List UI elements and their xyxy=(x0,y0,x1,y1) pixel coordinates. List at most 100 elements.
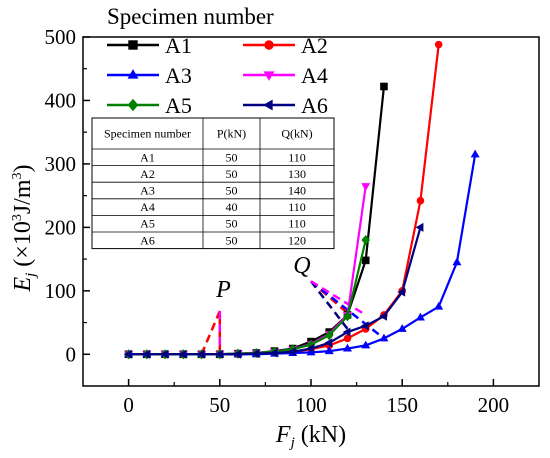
y-tick-label-0: 0 xyxy=(66,342,77,366)
y-tick-label-300: 300 xyxy=(45,152,77,176)
table-cell-5-2: 120 xyxy=(288,233,306,247)
series-a6 xyxy=(123,222,424,359)
point-a6-12 xyxy=(342,327,351,337)
point-a3-13 xyxy=(361,340,371,349)
point-a3-16 xyxy=(415,312,425,321)
annotations: PQ xyxy=(215,253,310,303)
point-a6-16 xyxy=(415,222,424,232)
legend-item-a5: A5 xyxy=(107,93,192,118)
y-axis-title-unit-sup2: 3 xyxy=(10,172,25,179)
point-a5-13 xyxy=(361,234,371,246)
legend-label-a6: A6 xyxy=(301,93,328,118)
point-a3-18 xyxy=(452,257,462,266)
annotation-q: Q xyxy=(293,253,310,279)
point-a3-14 xyxy=(379,333,389,342)
table-cell-0-0: A1 xyxy=(140,150,155,164)
table-cell-3-0: A4 xyxy=(140,200,155,214)
legend-label-a4: A4 xyxy=(301,63,328,88)
series-group xyxy=(123,40,480,360)
legend: A1 A2 A3 A4 A5 A6 xyxy=(107,33,328,118)
legend-item-a3: A3 xyxy=(107,63,192,88)
table-cell-5-0: A6 xyxy=(140,233,155,247)
x-tick-label-200: 200 xyxy=(478,393,510,417)
x-axis-title-unit: (kN) xyxy=(295,422,346,448)
x-axis-title: Fj (kN) xyxy=(275,422,346,451)
table-header-0: Specimen number xyxy=(104,127,191,141)
table-cell-2-1: 50 xyxy=(226,184,238,198)
table-header-1: P(kN) xyxy=(217,127,246,141)
legend-label-a1: A1 xyxy=(165,33,192,58)
table-cell-3-1: 40 xyxy=(226,200,238,214)
point-a1-14 xyxy=(380,82,388,91)
point-a3-17 xyxy=(434,301,444,310)
y-axis-title-unit-c: ) xyxy=(10,164,36,172)
x-tick-label-100: 100 xyxy=(295,393,327,417)
legend-item-a2: A2 xyxy=(243,33,328,58)
point-a3-12 xyxy=(342,343,352,352)
legend-item-a6: A6 xyxy=(243,93,328,118)
point-a2-17 xyxy=(434,40,443,49)
table-cell-1-1: 50 xyxy=(226,167,238,181)
legend-label-a5: A5 xyxy=(165,93,192,118)
y-axis-title-sub: j xyxy=(23,273,39,279)
point-a3-15 xyxy=(397,324,407,332)
y-tick-label-500: 500 xyxy=(45,25,77,49)
table-cell-1-0: A2 xyxy=(140,167,155,181)
point-a6-0 xyxy=(123,349,132,359)
point-a6-3 xyxy=(178,349,187,359)
point-a3-11 xyxy=(324,346,334,355)
y-axis-title-unit-sup: 3 xyxy=(10,214,25,221)
legend-title: Specimen number xyxy=(107,4,274,29)
point-a6-5 xyxy=(215,349,223,359)
table-cell-4-2: 110 xyxy=(288,217,306,231)
table-cell-2-2: 140 xyxy=(288,184,306,198)
point-a6-9 xyxy=(287,347,296,357)
y-axis-title-unit-b: J/m xyxy=(10,179,36,214)
table-cell-4-1: 50 xyxy=(226,217,238,231)
y-tick-label-200: 200 xyxy=(45,215,77,239)
dashed-line-q-4 xyxy=(310,280,349,330)
table-header-2: Q(kN) xyxy=(281,127,312,141)
dashed-line-p-0 xyxy=(200,310,222,355)
point-a5-11 xyxy=(324,330,334,341)
legend-swatch-marker-a5 xyxy=(127,98,139,112)
point-a4-13 xyxy=(361,183,371,191)
x-axis-title-sub: j xyxy=(289,435,295,451)
point-a6-11 xyxy=(324,338,333,348)
legend-swatch-marker-a3 xyxy=(127,69,139,79)
dashed-line-q-2 xyxy=(310,280,349,314)
point-a3-19 xyxy=(470,149,480,158)
x-tick-label-50: 50 xyxy=(209,393,230,417)
legend-item-a1: A1 xyxy=(107,33,192,58)
point-a2-16 xyxy=(416,196,425,205)
point-a6-10 xyxy=(306,344,314,354)
point-a6-1 xyxy=(142,349,150,359)
legend-swatch-marker-a4 xyxy=(263,71,275,81)
table-cell-4-0: A5 xyxy=(140,217,155,231)
legend-item-a4: A4 xyxy=(243,63,328,88)
point-a1-13 xyxy=(361,256,370,265)
table-frame xyxy=(91,117,335,250)
point-a6-13 xyxy=(360,321,369,331)
point-a2-12 xyxy=(343,334,352,343)
point-a6-7 xyxy=(251,349,260,359)
table-cell-0-1: 50 xyxy=(226,150,238,164)
y-axis-title-main: E xyxy=(10,277,36,293)
dashed-line-q-5 xyxy=(310,280,367,316)
legend-swatch-marker-a6 xyxy=(263,99,273,111)
point-a6-6 xyxy=(233,349,242,359)
table-cell-5-1: 50 xyxy=(226,233,238,247)
table-cell-3-2: 110 xyxy=(288,200,306,214)
table-cell-2-0: A3 xyxy=(140,184,155,198)
point-a6-4 xyxy=(196,349,205,359)
point-a5-12 xyxy=(343,311,352,322)
point-a6-8 xyxy=(269,348,278,358)
legend-swatch-marker-a1 xyxy=(128,40,138,50)
x-tick-label-150: 150 xyxy=(386,393,418,417)
y-axis-title-unit-a: (×10 xyxy=(10,221,36,273)
y-tick-label-400: 400 xyxy=(45,88,77,112)
legend-swatch-marker-a2 xyxy=(264,40,274,50)
axis-ticks: 0 50 100 150 200 0 100 200 300 400 500 xyxy=(45,25,510,417)
legend-label-a3: A3 xyxy=(165,63,192,88)
